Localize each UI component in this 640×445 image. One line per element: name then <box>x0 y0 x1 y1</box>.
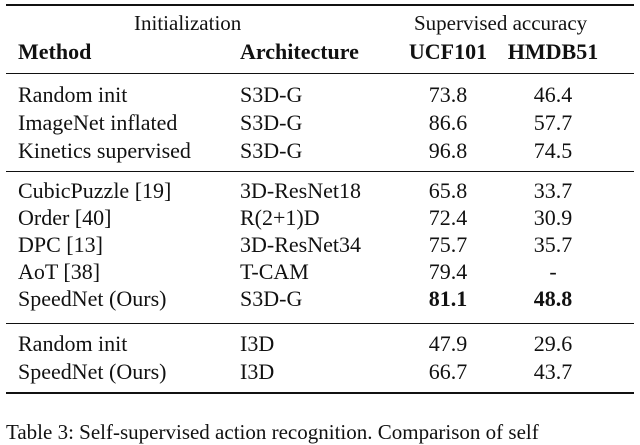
ucf101-cell: 66.7 <box>428 359 468 384</box>
architecture-cell: S3D-G <box>240 286 303 311</box>
ucf101-cell: 47.9 <box>428 331 468 356</box>
hmdb51-cell: 30.9 <box>533 205 573 230</box>
architecture-cell: S3D-G <box>240 110 303 135</box>
method-cell: SpeedNet (Ours) <box>18 359 167 384</box>
hmdb51-cell: 46.4 <box>533 82 573 107</box>
bottom-rule <box>6 392 634 394</box>
ucf101-cell: 79.4 <box>428 259 468 284</box>
method-cell: CubicPuzzle [19] <box>18 178 172 203</box>
column-header-hmdb51: HMDB51 <box>507 39 599 64</box>
column-header-architecture: Architecture <box>240 39 359 64</box>
architecture-cell: I3D <box>240 359 275 384</box>
architecture-cell: R(2+1)D <box>240 205 320 230</box>
method-cell: ImageNet inflated <box>18 110 178 135</box>
architecture-cell: T-CAM <box>240 259 309 284</box>
ucf101-cell: 96.8 <box>428 138 468 163</box>
hmdb51-cell: 74.5 <box>533 138 573 163</box>
method-cell: Random init <box>18 82 128 107</box>
hmdb51-cell: 33.7 <box>533 178 573 203</box>
hmdb51-cell: 57.7 <box>533 110 573 135</box>
ucf101-cell: 73.8 <box>428 82 468 107</box>
method-cell: Order [40] <box>18 205 112 230</box>
method-cell: DPC [13] <box>18 232 103 257</box>
method-cell: Kinetics supervised <box>18 138 191 163</box>
hmdb51-cell: 29.6 <box>533 331 573 356</box>
method-cell: SpeedNet (Ours) <box>18 286 167 311</box>
top-rule <box>6 4 634 6</box>
method-cell: AoT [38] <box>18 259 101 284</box>
column-header-method: Method <box>18 39 92 64</box>
header-rule <box>6 73 634 74</box>
architecture-cell: 3D-ResNet34 <box>240 232 361 257</box>
hmdb51-cell: 43.7 <box>533 359 573 384</box>
group-header-initialization: Initialization <box>134 11 242 35</box>
section-rule <box>6 323 634 324</box>
hmdb51-cell: 35.7 <box>533 232 573 257</box>
ucf101-cell: 81.1 <box>428 286 468 311</box>
ucf101-cell: 65.8 <box>428 178 468 203</box>
table-caption: Table 3: Self-supervised action recognit… <box>6 420 539 444</box>
architecture-cell: S3D-G <box>240 138 303 163</box>
architecture-cell: S3D-G <box>240 82 303 107</box>
hmdb51-cell: 48.8 <box>533 286 573 311</box>
architecture-cell: I3D <box>240 331 275 356</box>
ucf101-cell: 75.7 <box>428 232 468 257</box>
method-cell: Random init <box>18 331 128 356</box>
ucf101-cell: 86.6 <box>428 110 468 135</box>
column-header-ucf101: UCF101 <box>408 39 488 64</box>
group-header-supervised: Supervised accuracy <box>414 11 588 35</box>
hmdb51-cell: - <box>549 259 557 284</box>
ucf101-cell: 72.4 <box>428 205 468 230</box>
architecture-cell: 3D-ResNet18 <box>240 178 361 203</box>
section-rule <box>6 171 634 172</box>
